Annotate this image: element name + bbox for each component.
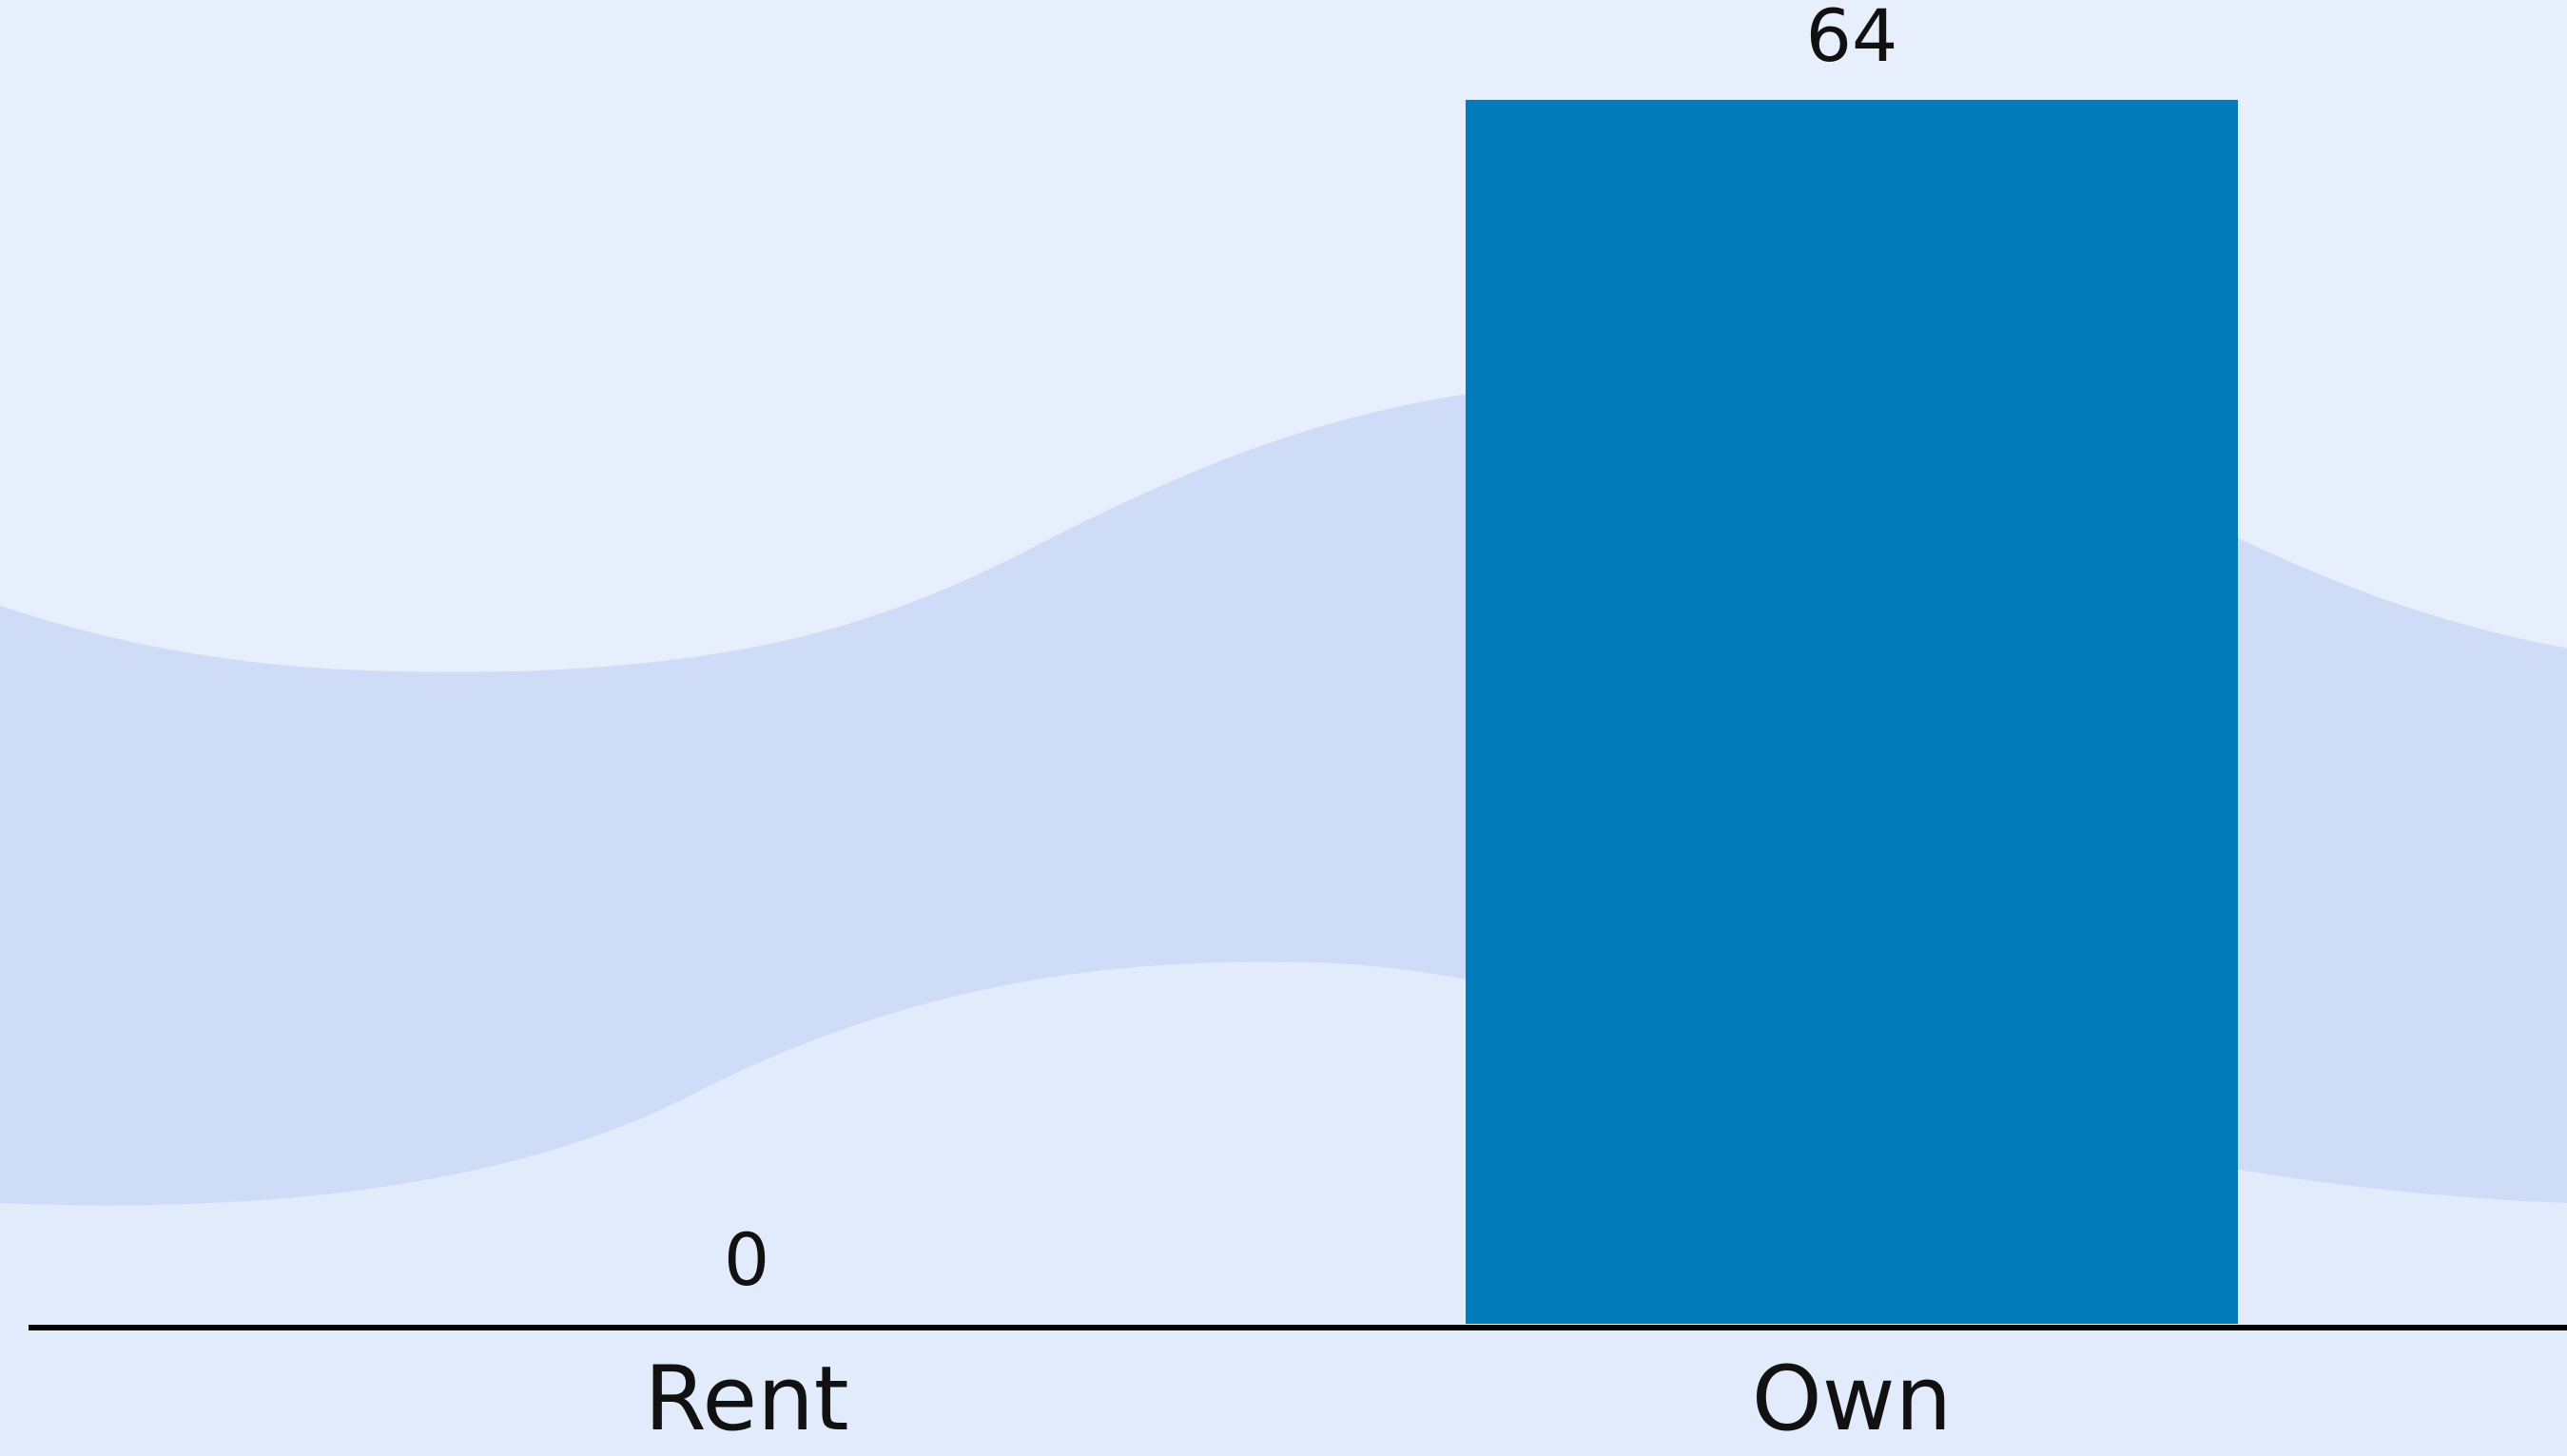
wave-lower xyxy=(0,961,2567,1456)
value-label: 0 xyxy=(724,1217,769,1302)
bar xyxy=(1466,100,2238,1324)
plot-area xyxy=(1466,100,2238,1324)
x-tick-label: Own xyxy=(1752,1348,1952,1451)
x-tick-label: Rent xyxy=(644,1348,848,1451)
value-label: 64 xyxy=(1806,0,1898,78)
